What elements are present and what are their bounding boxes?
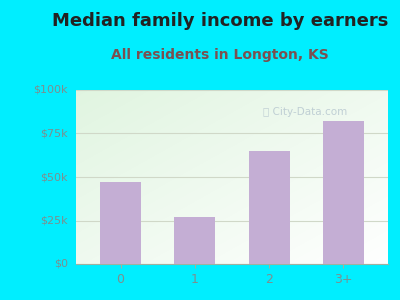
Text: $0: $0 bbox=[54, 259, 68, 269]
Text: $100k: $100k bbox=[34, 85, 68, 95]
Bar bbox=[249, 151, 290, 264]
Bar bbox=[323, 121, 364, 264]
Text: Median family income by earners: Median family income by earners bbox=[52, 12, 388, 30]
Text: $50k: $50k bbox=[40, 172, 68, 182]
Text: $75k: $75k bbox=[40, 128, 68, 139]
Text: All residents in Longton, KS: All residents in Longton, KS bbox=[111, 48, 329, 62]
Bar bbox=[174, 217, 215, 264]
Text: $25k: $25k bbox=[40, 215, 68, 226]
Bar bbox=[100, 182, 141, 264]
Text: ⓘ City-Data.com: ⓘ City-Data.com bbox=[263, 107, 348, 117]
